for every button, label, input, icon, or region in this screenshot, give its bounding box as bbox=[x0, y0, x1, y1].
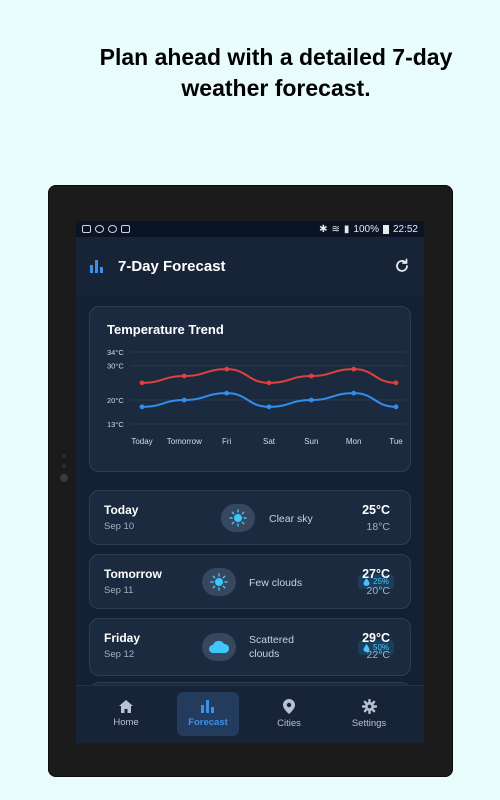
battery-icon bbox=[382, 224, 389, 234]
tablet-sensor bbox=[62, 454, 66, 458]
nav-forecast-label: Forecast bbox=[188, 717, 228, 728]
data-point bbox=[181, 397, 187, 403]
x-tick-label: Today bbox=[131, 437, 152, 446]
data-point bbox=[139, 404, 145, 410]
raindrop-icon bbox=[363, 643, 370, 652]
data-point bbox=[224, 366, 230, 372]
x-tick-label: Tomorrow bbox=[167, 437, 202, 446]
y-tick-label: 30°C bbox=[107, 362, 124, 371]
forecast-low: 20°C bbox=[366, 585, 390, 597]
x-tick-label: Mon bbox=[346, 437, 362, 446]
sun-icon bbox=[221, 504, 255, 532]
home-icon bbox=[119, 700, 133, 713]
signal-icon: ▮ bbox=[343, 223, 350, 235]
y-tick-label: 34°C bbox=[107, 348, 124, 357]
data-point bbox=[393, 404, 399, 410]
forecast-condition: Scattered clouds bbox=[249, 633, 294, 661]
forecast-low: 18°C bbox=[366, 521, 390, 533]
nav-settings[interactable]: Settings bbox=[338, 692, 400, 736]
forecast-low: 22°C bbox=[366, 649, 390, 661]
x-tick-label: Tue bbox=[389, 437, 403, 446]
forecast-high: 29°C bbox=[362, 631, 390, 645]
forecast-condition: Few clouds bbox=[249, 577, 303, 589]
forecast-date: Sep 12 bbox=[104, 649, 135, 660]
headline-line-2: weather forecast. bbox=[181, 75, 371, 101]
data-point bbox=[308, 397, 314, 403]
tablet-camera bbox=[60, 474, 68, 482]
x-tick-label: Fri bbox=[222, 437, 232, 446]
nav-forecast[interactable]: Forecast bbox=[177, 692, 239, 736]
forecast-card-friday[interactable]: Friday Sep 12 Scattered clouds 50% 29°C … bbox=[89, 618, 411, 676]
headline: Plan ahead with a detailed 7-day weather… bbox=[0, 42, 500, 104]
data-point bbox=[351, 390, 357, 396]
dnd-icon bbox=[108, 225, 117, 233]
cloud-icon bbox=[202, 633, 236, 661]
app-bar: 7-Day Forecast bbox=[76, 237, 424, 295]
tablet-sensor bbox=[62, 464, 66, 468]
message-icon bbox=[82, 225, 91, 233]
forecast-high: 27°C bbox=[362, 567, 390, 581]
data-point bbox=[351, 366, 357, 372]
y-tick-label: 20°C bbox=[107, 396, 124, 405]
x-tick-label: Sun bbox=[304, 437, 318, 446]
calendar-icon bbox=[121, 225, 130, 233]
nav-cities-label: Cities bbox=[277, 718, 301, 729]
page-title: 7-Day Forecast bbox=[118, 257, 226, 275]
rain-chance: 50% bbox=[373, 643, 390, 652]
sun-icon bbox=[202, 568, 236, 596]
forecast-day: Tomorrow bbox=[104, 567, 162, 581]
nav-home[interactable]: Home bbox=[95, 692, 157, 736]
bar-chart-icon bbox=[201, 700, 214, 713]
bluetooth-icon: ✱ bbox=[319, 223, 328, 235]
data-point bbox=[266, 380, 272, 386]
forecast-card-today[interactable]: Today Sep 10 Clear sky 25°C 18°C bbox=[89, 490, 411, 545]
wifi-icon: ≋ bbox=[331, 223, 340, 235]
forecast-date: Sep 10 bbox=[104, 521, 135, 532]
y-tick-label: 13°C bbox=[107, 420, 124, 429]
forecast-condition: Clear sky bbox=[269, 513, 313, 525]
data-point bbox=[393, 380, 399, 386]
data-point bbox=[266, 404, 272, 410]
refresh-icon[interactable] bbox=[394, 258, 410, 274]
forecast-high: 25°C bbox=[362, 503, 390, 517]
temperature-trend-card: Temperature Trend 34°C 30°C 20°C 13°C Today T… bbox=[89, 306, 411, 472]
rain-chance-badge: 25% bbox=[358, 574, 395, 589]
nav-home-label: Home bbox=[113, 717, 139, 728]
forecast-date: Sep 11 bbox=[104, 585, 134, 596]
data-point bbox=[224, 390, 230, 396]
gear-icon bbox=[361, 699, 377, 714]
location-pin-icon bbox=[283, 699, 295, 714]
battery-percent: 100% bbox=[353, 223, 379, 235]
bottom-navigation: Home Forecast Cities Settings bbox=[76, 685, 424, 743]
app-screen: ✱ ≋ ▮ 100% 22:52 7-Day Forecast Temperat… bbox=[76, 221, 424, 743]
x-tick-label: Sat bbox=[263, 437, 276, 446]
chart-title: Temperature Trend bbox=[107, 322, 224, 337]
nav-cities[interactable]: Cities bbox=[258, 692, 320, 736]
rain-chance-badge: 50% bbox=[358, 640, 395, 655]
bar-chart-icon bbox=[90, 259, 103, 273]
data-point bbox=[308, 373, 314, 379]
raindrop-icon bbox=[363, 577, 370, 586]
whatsapp-icon bbox=[95, 225, 104, 233]
forecast-card-tomorrow[interactable]: Tomorrow Sep 11 Few clouds 25% 27°C 20°C bbox=[89, 554, 411, 609]
forecast-condition-line-1: Scattered bbox=[249, 634, 294, 646]
data-point bbox=[181, 373, 187, 379]
status-bar: ✱ ≋ ▮ 100% 22:52 bbox=[76, 221, 424, 237]
forecast-condition-line-2: clouds bbox=[249, 648, 280, 660]
clock: 22:52 bbox=[392, 223, 418, 235]
rain-chance: 25% bbox=[373, 577, 390, 586]
forecast-day: Friday bbox=[104, 631, 141, 645]
data-point bbox=[139, 380, 145, 386]
forecast-day: Today bbox=[104, 503, 139, 517]
nav-settings-label: Settings bbox=[351, 718, 387, 729]
headline-line-1: Plan ahead with a detailed 7-day bbox=[99, 44, 453, 70]
temperature-chart: 34°C 30°C 20°C 13°C Today Tomorrow Fri Sat Sun Mo… bbox=[107, 348, 406, 446]
